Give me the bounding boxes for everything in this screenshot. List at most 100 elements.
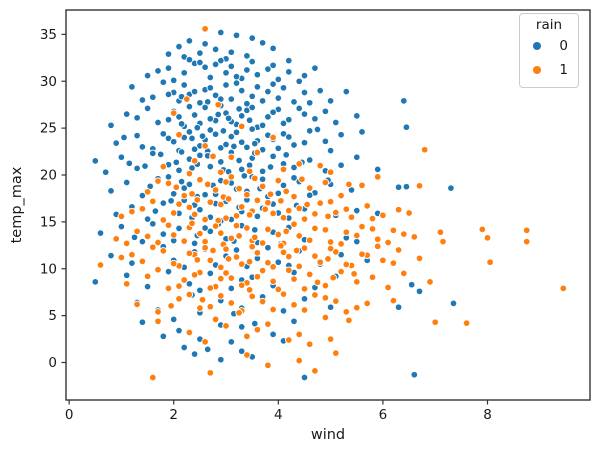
y-tick-label: 30: [40, 74, 57, 90]
data-point-rain-0: [251, 226, 259, 234]
data-point-rain-1: [295, 262, 303, 271]
data-point-rain-1: [196, 229, 204, 238]
data-point-rain-1: [112, 235, 120, 243]
data-point-rain-0: [402, 182, 411, 191]
data-point-rain-1: [227, 274, 236, 282]
data-point-rain-1: [274, 176, 283, 185]
data-point-rain-0: [232, 246, 241, 254]
data-point-rain-1: [143, 188, 152, 196]
data-point-rain-0: [143, 104, 152, 113]
data-point-rain-0: [290, 163, 298, 172]
data-point-rain-1: [190, 271, 199, 279]
data-point-rain-0: [201, 190, 209, 199]
data-point-rain-0: [321, 137, 330, 146]
data-point-rain-1: [486, 258, 494, 266]
data-point-rain-0: [316, 86, 324, 95]
data-point-rain-1: [164, 284, 173, 293]
data-point-rain-1: [342, 260, 351, 269]
data-point-rain-1: [245, 211, 254, 219]
data-point-rain-0: [258, 167, 267, 176]
data-point-rain-1: [298, 175, 306, 183]
data-point-rain-1: [224, 195, 233, 203]
data-point-rain-0: [206, 269, 215, 278]
data-point-rain-1: [415, 254, 424, 263]
data-point-rain-1: [235, 232, 243, 240]
data-point-rain-0: [232, 128, 241, 137]
data-point-rain-1: [300, 244, 309, 252]
data-point-rain-0: [193, 123, 202, 132]
data-point-rain-0: [237, 138, 246, 146]
data-point-rain-0: [243, 143, 251, 152]
data-point-rain-1: [300, 306, 309, 314]
data-point-rain-1: [311, 291, 319, 299]
data-point-rain-0: [227, 338, 236, 346]
data-point-rain-1: [303, 200, 311, 209]
data-point-rain-1: [169, 109, 178, 117]
data-point-rain-1: [282, 227, 290, 236]
data-point-rain-0: [305, 127, 314, 135]
data-point-rain-1: [326, 244, 335, 253]
data-point-rain-1: [245, 286, 254, 294]
data-point-rain-0: [337, 130, 345, 139]
data-point-rain-0: [300, 110, 309, 118]
data-point-rain-0: [175, 166, 183, 175]
data-point-rain-1: [214, 100, 222, 109]
data-point-rain-0: [217, 158, 225, 166]
data-point-rain-0: [141, 162, 149, 170]
data-point-rain-1: [353, 278, 361, 286]
data-point-rain-1: [175, 130, 183, 139]
data-point-rain-1: [167, 302, 175, 310]
data-point-rain-1: [358, 181, 366, 190]
data-point-rain-0: [128, 259, 136, 267]
data-point-rain-0: [96, 229, 105, 237]
data-point-rain-0: [164, 134, 173, 143]
data-point-rain-1: [290, 192, 298, 201]
data-point-rain-1: [436, 228, 445, 236]
data-point-rain-0: [206, 126, 215, 134]
data-point-rain-1: [358, 222, 366, 231]
data-point-rain-1: [253, 325, 262, 334]
data-point-rain-0: [269, 108, 277, 116]
data-point-rain-1: [235, 309, 243, 317]
data-point-rain-0: [240, 172, 249, 180]
data-point-rain-1: [243, 190, 251, 199]
data-point-rain-0: [274, 94, 283, 102]
y-tick-label: 0: [48, 355, 57, 371]
data-point-rain-1: [227, 234, 236, 243]
data-point-rain-1: [410, 233, 419, 241]
data-point-rain-0: [206, 73, 215, 82]
data-point-rain-1: [295, 204, 303, 213]
data-point-rain-1: [345, 316, 353, 325]
x-tick-label: 4: [274, 407, 283, 423]
data-point-rain-0: [101, 168, 110, 176]
data-point-rain-1: [285, 252, 293, 261]
data-point-rain-0: [394, 183, 403, 191]
data-point-rain-1: [169, 231, 178, 239]
data-point-rain-1: [169, 209, 178, 217]
data-point-rain-0: [311, 64, 319, 72]
data-point-rain-0: [201, 103, 209, 112]
data-point-rain-1: [316, 258, 324, 266]
data-point-rain-0: [172, 158, 181, 167]
data-point-rain-1: [264, 198, 272, 207]
data-point-rain-1: [311, 252, 319, 260]
data-point-rain-1: [175, 200, 183, 208]
data-point-rain-0: [245, 116, 254, 124]
data-point-rain-1: [261, 205, 269, 213]
data-point-rain-0: [269, 80, 277, 88]
data-point-rain-1: [295, 232, 303, 240]
data-point-rain-0: [219, 127, 228, 135]
data-point-rain-1: [345, 180, 353, 189]
data-point-rain-1: [193, 256, 202, 264]
legend-entry-rain-0: 0: [520, 34, 578, 58]
data-point-rain-0: [169, 190, 178, 198]
data-point-rain-0: [154, 67, 162, 75]
data-point-rain-1: [258, 182, 267, 191]
plot-border: [65, 9, 591, 401]
data-point-rain-0: [133, 164, 141, 173]
data-point-rain-1: [342, 308, 351, 316]
data-point-rain-1: [154, 308, 162, 316]
data-point-rain-1: [342, 228, 351, 236]
data-point-rain-0: [232, 72, 241, 81]
data-point-rain-0: [353, 112, 361, 120]
